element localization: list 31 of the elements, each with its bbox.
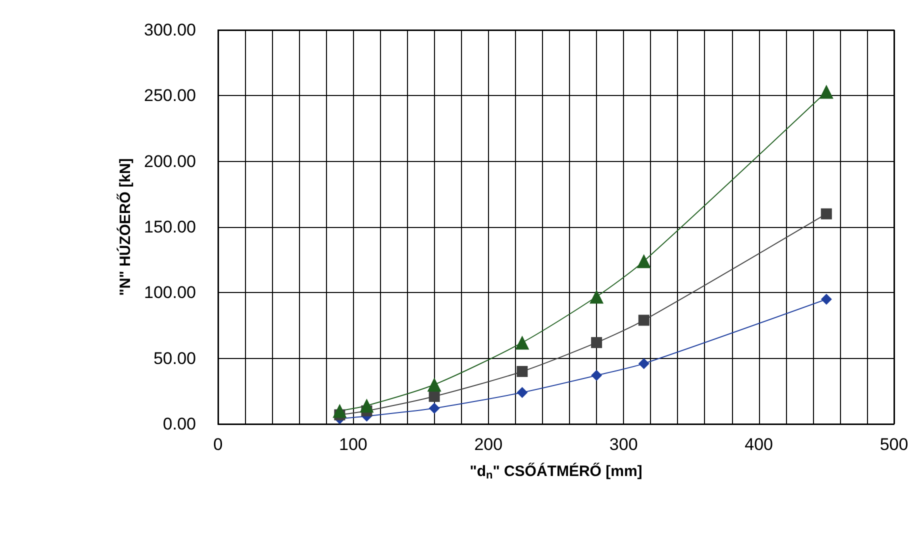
point [360,398,374,413]
point [515,336,530,350]
point [428,390,440,402]
point [591,337,602,348]
point [516,386,528,398]
y-tick-label: 0.00 [162,414,196,434]
point [638,358,650,370]
point [820,294,832,305]
point [591,370,602,381]
point [638,314,650,326]
x-tick-label: 500 [880,435,908,454]
x-tick-label: 400 [744,435,773,454]
x-tick-label: 200 [474,435,503,454]
x-tick-label: 0 [213,435,223,454]
y-axis-title: "N" HÚZÓERŐ [kN] [116,158,134,296]
point [427,378,442,392]
y-tick-label: 300.00 [144,20,196,40]
point [820,208,832,220]
y-tick-label: 250.00 [144,86,196,106]
point [516,366,528,377]
y-tick-label: 100.00 [144,283,196,302]
x-tick-label: 300 [609,435,638,454]
point [590,290,604,304]
point [636,254,651,268]
x-tick-label: 100 [339,435,368,454]
y-tick-label: 50.00 [153,348,196,368]
point [332,404,347,418]
y-tick-label: 150.00 [144,218,196,236]
point [428,402,440,414]
point [819,84,834,99]
y-tick-label: 200.00 [144,152,196,171]
